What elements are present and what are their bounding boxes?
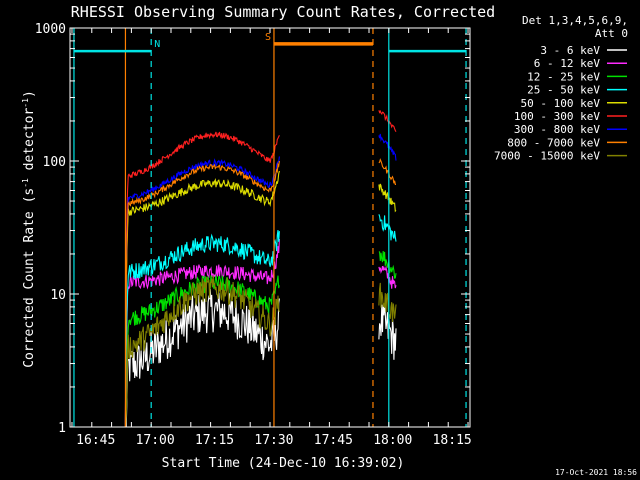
legend-label: 50 - 100 keV xyxy=(521,97,601,110)
legend-label: 300 - 800 keV xyxy=(514,123,600,136)
attenuator-marker-label: S xyxy=(265,32,271,43)
legend-label: 12 - 25 keV xyxy=(527,70,600,83)
legend-title-line: Att 0 xyxy=(595,27,628,40)
y-axis-label-sup: -1 xyxy=(21,178,30,188)
series-line-3 xyxy=(124,250,397,426)
data-layer xyxy=(124,109,397,428)
y-tick-label: 10 xyxy=(50,288,66,303)
y-tick-label: 100 xyxy=(43,155,66,170)
legend-label: 7000 - 15000 keV xyxy=(494,150,600,163)
legend-label: 800 - 7000 keV xyxy=(507,136,600,149)
y-axis-label-part: ) xyxy=(22,90,37,98)
x-tick-label: 17:00 xyxy=(136,433,175,448)
series-line-7 xyxy=(124,133,397,427)
legend-label: 6 - 12 keV xyxy=(534,57,601,70)
legend-label: 25 - 50 keV xyxy=(527,84,600,97)
x-axis-label: Start Time (24-Dec-10 16:39:02) xyxy=(162,456,405,471)
y-tick-label: 1000 xyxy=(35,22,66,37)
legend-title-line: Det 1,3,4,5,6,9, xyxy=(522,14,628,27)
x-tick-label: 16:45 xyxy=(76,433,115,448)
y-axis-label: Corrected Count Rate (s-1 detector-1) xyxy=(21,90,37,368)
y-tick-label: 1 xyxy=(58,421,66,436)
y-axis-label-part: Corrected Count Rate (s xyxy=(22,188,37,368)
legend-label: 3 - 6 keV xyxy=(540,44,600,57)
legend-label: 100 - 300 keV xyxy=(514,110,600,123)
footer-timestamp: 17-Oct-2021 18:56 xyxy=(555,468,637,477)
series-line-1 xyxy=(124,289,397,428)
x-tick-label: 17:15 xyxy=(195,433,234,448)
tick-layer: 1 10 100 1000 16:45 17:00 17:15 17:30 17:45 18:00… xyxy=(35,22,472,448)
x-tick-label: 18:00 xyxy=(373,433,412,448)
x-tick-label: 17:30 xyxy=(254,433,293,448)
saa-marker-label: N xyxy=(154,39,160,50)
x-tick-label: 17:45 xyxy=(314,433,353,448)
marker-layer: NS xyxy=(73,28,467,427)
series-line-2 xyxy=(124,238,397,424)
chart-title: RHESSI Observing Summary Count Rates, Co… xyxy=(71,3,495,21)
x-tick-label: 18:15 xyxy=(433,433,472,448)
series-line-9 xyxy=(124,275,397,428)
y-axis-label-part: detector xyxy=(22,108,37,179)
y-axis-label-sup: -1 xyxy=(21,98,30,108)
